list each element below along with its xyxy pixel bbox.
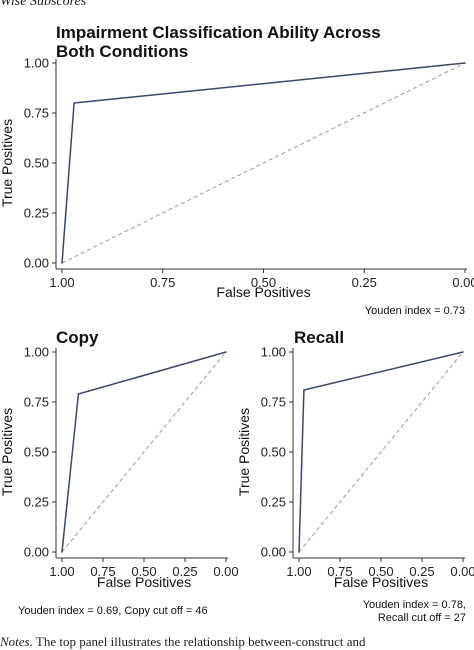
y-tick-label: 1.00 <box>24 345 49 360</box>
chart-title-combined: Impairment Classification Ability Across… <box>56 23 381 61</box>
roc-point <box>225 351 227 353</box>
y-tick-label: 0.25 <box>261 495 286 510</box>
y-tick-label: 1.00 <box>24 56 49 71</box>
x-tick-label: 1.00 <box>49 564 74 579</box>
y-axis-title: True Positives <box>0 408 15 496</box>
roc-point <box>303 389 305 391</box>
y-tick-label: 0.75 <box>261 395 286 410</box>
roc-point <box>464 62 466 64</box>
chart-title-line: Impairment Classification Ability Across <box>56 23 381 42</box>
chart-copy: 0.00 0.25 0.50 0.75 1.00 1.00 0.75 0.50 0.25 0.00… <box>0 345 239 618</box>
x-tick-label: 0.25 <box>409 564 434 579</box>
x-tick-label: 0.75 <box>150 275 175 290</box>
y-tick-label: 0.00 <box>24 545 49 560</box>
y-axis-title: True Positives <box>236 408 252 496</box>
x-tick-label: 0.00 <box>450 564 474 579</box>
reference-line <box>298 351 464 553</box>
x-tick-label: 0.25 <box>172 564 197 579</box>
roc-point <box>73 102 75 104</box>
y-axis-title: True Positives <box>0 119 15 207</box>
x-tick-label: 1.00 <box>49 275 74 290</box>
y-tick-label: 0.50 <box>24 156 49 171</box>
roc-point <box>61 551 63 553</box>
y-tick-label: 0.00 <box>261 545 286 560</box>
youden-annotation: Youden index = 0.78, <box>363 599 466 611</box>
x-tick-label: 0.50 <box>251 275 276 290</box>
youden-annotation: Recall cut off = 27 <box>378 612 466 624</box>
roc-point <box>77 393 80 395</box>
x-tick-label: 0.00 <box>452 275 474 290</box>
roc-point <box>61 262 63 264</box>
y-tick-label: 0.25 <box>24 495 49 510</box>
youden-annotation: Youden index = 0.69, Copy cut off = 46 <box>18 605 208 617</box>
y-tick-label: 0.50 <box>261 445 286 460</box>
x-tick-label: 0.00 <box>213 564 238 579</box>
reference-line <box>61 351 227 553</box>
page-footer: Notes. The top panel illustrates the rel… <box>0 634 365 650</box>
chart-title-recall: Recall <box>294 328 345 347</box>
chart-title-line: Both Conditions <box>56 42 189 61</box>
footer-notes-label: Notes. <box>0 634 33 649</box>
footer-notes-text: The top panel illustrates the relationsh… <box>35 634 366 649</box>
youden-annotation: Youden index = 0.73 <box>365 305 465 317</box>
reference-line <box>61 62 466 264</box>
x-axis-title: False Positives <box>334 574 428 590</box>
x-tick-label: 0.25 <box>352 275 377 290</box>
chart-title-copy: Copy <box>56 328 99 347</box>
y-tick-label: 0.75 <box>24 395 49 410</box>
x-tick-label: 0.75 <box>90 564 115 579</box>
x-tick-label: 0.50 <box>131 564 156 579</box>
y-tick-label: 0.75 <box>24 106 49 121</box>
x-axis-title: False Positives <box>216 284 310 300</box>
y-tick-label: 0.00 <box>24 256 49 271</box>
chart-recall: 0.00 0.25 0.50 0.75 1.00 1.00 0.75 0.50 0.25 0.00… <box>236 345 474 625</box>
y-tick-label: 0.25 <box>24 206 49 221</box>
y-tick-label: 1.00 <box>261 345 286 360</box>
y-tick-label: 0.50 <box>24 445 49 460</box>
x-tick-label: 0.75 <box>327 564 352 579</box>
roc-point <box>298 551 300 553</box>
x-tick-label: 1.00 <box>286 564 311 579</box>
page-header-text: Wise Subscores <box>0 0 87 9</box>
x-tick-label: 0.50 <box>368 564 393 579</box>
chart-combined: 0.00 0.25 0.50 0.75 1.00 1.00 0.75 0.50 0.25 0.00… <box>0 56 474 318</box>
x-axis-title: False Positives <box>97 574 191 590</box>
roc-point <box>462 351 464 353</box>
